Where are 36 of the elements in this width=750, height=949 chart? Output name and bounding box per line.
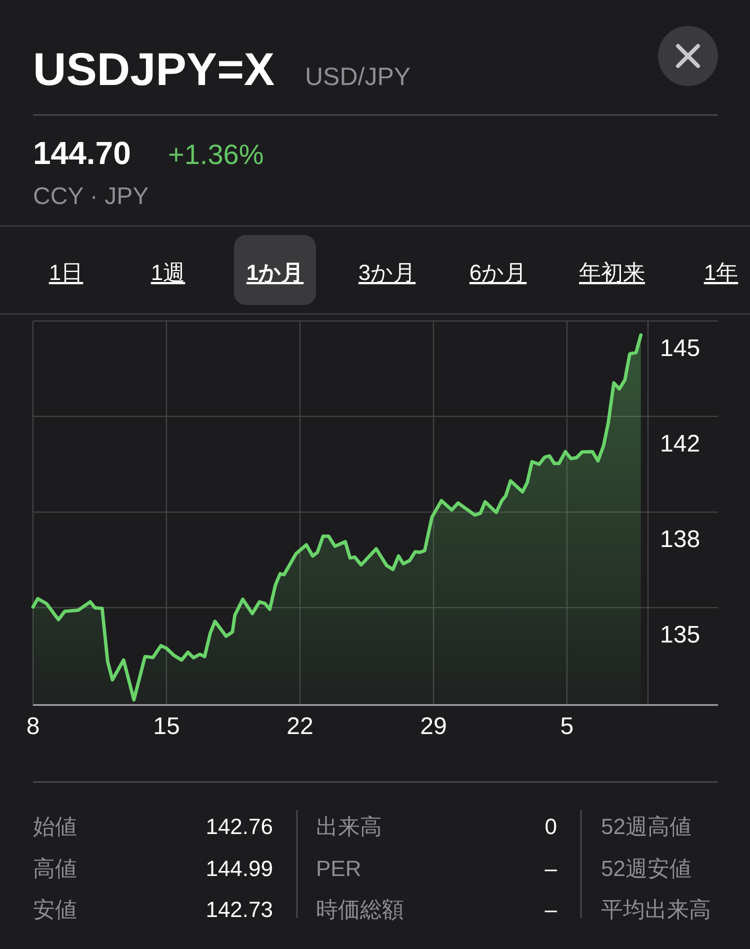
text: CCY · JPY [33,183,149,210]
text: +1.36% [168,139,264,170]
text: 平均出来高 [601,897,711,922]
text: PER [316,856,362,881]
x-tick-label: 8 [26,713,40,740]
chart-title: USDJPY=X [33,43,275,95]
x-tick-label: 15 [153,713,180,740]
text: 144.99 [206,856,273,881]
text: – [544,856,558,881]
text: 3か月 [358,260,416,285]
text: 142.76 [206,814,273,839]
x-tick-label: 29 [420,713,447,740]
text: 1日 [48,260,84,285]
text: 0 [544,814,557,839]
text: – [544,897,558,922]
text: 1か月 [246,260,304,285]
text: 高値 [33,856,77,881]
y-tick-label: 135 [660,622,700,649]
y-tick-label: 145 [660,335,700,362]
text: 安値 [33,897,77,922]
text: 1年 [704,260,738,285]
text: 始値 [33,814,77,839]
y-tick-label: 138 [660,526,700,554]
x-tick-label: 22 [286,713,314,740]
text: 6か月 [469,260,527,285]
text: 年初来 [579,260,645,285]
y-tick-label: 142 [660,430,700,458]
text: 時価総額 [316,897,404,922]
text: 142.73 [206,897,273,922]
text: 52週安値 [601,856,692,881]
text: 144.70 [33,135,131,171]
text: 1週 [150,260,186,285]
text: 52週高値 [601,814,692,839]
chart-subtitle: USD/JPY [305,63,411,91]
x-tick-label: 5 [560,713,574,740]
text: 出来高 [316,814,382,839]
